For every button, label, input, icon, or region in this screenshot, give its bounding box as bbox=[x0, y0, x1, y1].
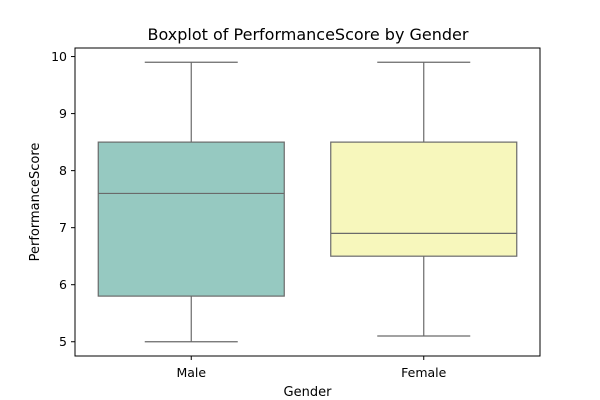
y-tick-label: 8 bbox=[59, 163, 67, 178]
plot-frame bbox=[74, 47, 541, 357]
y-tick-label: 6 bbox=[59, 277, 67, 292]
plot-area: 5 6 7 8 9 10 Male Female bbox=[51, 49, 518, 380]
y-tick-label: 9 bbox=[59, 106, 67, 121]
y-tick-label: 7 bbox=[59, 220, 67, 235]
y-tick-label: 10 bbox=[51, 49, 67, 64]
y-axis-label: PerformanceScore bbox=[28, 143, 43, 262]
box-male bbox=[97, 141, 285, 297]
x-axis-label: Gender bbox=[284, 385, 333, 400]
x-tick-label: Male bbox=[176, 365, 206, 380]
y-tick-label: 5 bbox=[59, 334, 67, 349]
box-female bbox=[330, 141, 518, 257]
chart-title: Boxplot of PerformanceScore by Gender bbox=[148, 25, 469, 44]
x-tick-label: Female bbox=[401, 365, 447, 380]
